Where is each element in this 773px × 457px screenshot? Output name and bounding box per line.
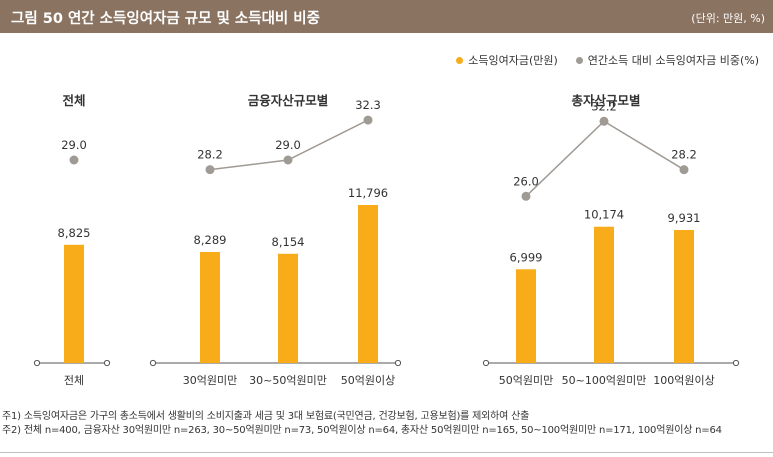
ratio-point: [521, 191, 531, 201]
ratio-value-label: 29.0: [275, 138, 301, 152]
bar-value-label: 8,154: [272, 235, 305, 249]
bar-value-label: 8,825: [58, 226, 91, 240]
bar-value-label: 11,796: [348, 186, 388, 200]
bar: [594, 226, 614, 363]
ratio-point: [363, 115, 373, 125]
group-title: 전체: [62, 93, 85, 108]
legend-bar-label: 소득잉여자금(만원): [468, 54, 558, 67]
ratio-point: [205, 165, 215, 175]
figure-header: 그림 50 연간 소득잉여자금 규모 및 소득대비 비중 (단위: 만원, %): [0, 0, 773, 33]
footnote-1: 주1) 소득잉여자금은 가구의 총소득에서 생활비의 소비지출과 세금 및 3대…: [2, 411, 530, 422]
bar-value-label: 9,931: [668, 211, 701, 225]
ratio-value-label: 28.2: [197, 148, 223, 162]
ratio-point: [679, 165, 689, 175]
figure-title: 그림 50 연간 소득잉여자금 규모 및 소득대비 비중: [11, 11, 320, 27]
ratio-value-label: 32.2: [591, 99, 617, 113]
axis-end-marker: [149, 359, 157, 367]
legend-item-bar: 소득잉여자금(만원): [456, 52, 558, 68]
legend-bar-marker: [456, 56, 464, 64]
ratio-line: [525, 120, 685, 197]
bar: [516, 269, 536, 363]
axis-end-marker: [732, 359, 740, 367]
axis-end-marker: [103, 359, 111, 367]
footnotes: 주1) 소득잉여자금은 가구의 총소득에서 생활비의 소비지출과 세금 및 3대…: [2, 410, 722, 437]
ratio-value-label: 28.2: [671, 148, 697, 162]
legend-dot-marker: [575, 56, 583, 64]
bar-value-label: 6,999: [510, 250, 543, 264]
bar: [278, 253, 298, 363]
bar-value-label: 8,289: [194, 233, 227, 247]
category-label: 50~100억원미만: [562, 374, 647, 387]
category-label: 50억원미만: [499, 374, 553, 387]
ratio-value-label: 32.3: [355, 98, 381, 112]
bar: [64, 244, 84, 363]
axis-end-marker: [394, 359, 402, 367]
legend: 소득잉여자금(만원) 연간소득 대비 소득잉여자금 비중(%): [438, 52, 759, 68]
axis-end-marker: [33, 359, 41, 367]
ratio-value-label: 26.0: [513, 174, 539, 188]
category-label: 100억원이상: [653, 374, 714, 387]
group-title: 금융자산규모별: [248, 93, 329, 108]
bar-value-label: 10,174: [584, 208, 624, 222]
category-label: 전체: [64, 374, 84, 387]
ratio-point: [283, 155, 293, 165]
footnote-2: 주2) 전체 n=400, 금융자산 30억원미만 n=263, 30~50억원…: [2, 424, 722, 436]
unit-label: (단위: 만원, %): [691, 12, 765, 25]
bottom-divider: [0, 452, 773, 453]
category-label: 50억원이상: [341, 374, 395, 387]
ratio-point: [69, 155, 79, 165]
category-label: 30~50억원미만: [249, 374, 327, 387]
category-label: 30억원미만: [183, 374, 237, 387]
ratio-value-label: 29.0: [61, 138, 87, 152]
bar: [200, 251, 220, 363]
bar: [358, 205, 378, 363]
legend-dot-label: 연간소득 대비 소득잉여자금 비중(%): [587, 54, 759, 67]
legend-item-dot: 연간소득 대비 소득잉여자금 비중(%): [575, 52, 759, 68]
group-title: 총자산규모별: [571, 93, 640, 108]
axis-end-marker: [482, 359, 490, 367]
chart-area: 전체 8,825 전체 29.0 금융자산규모별 8,289 30억원미만 28.2 8,154…: [33, 93, 740, 387]
ratio-point: [599, 116, 609, 126]
bar: [674, 229, 694, 363]
